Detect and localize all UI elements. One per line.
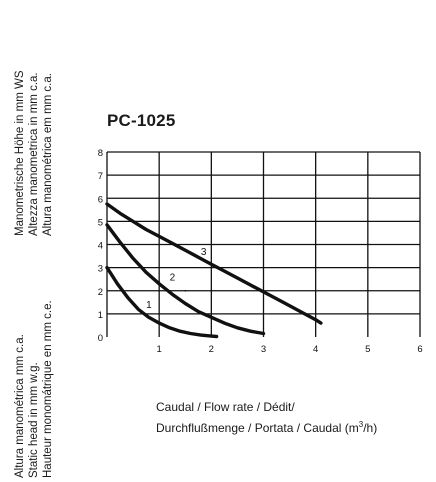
series-3-line: [105, 202, 323, 325]
x-axis-caption-line2-end: /h): [363, 421, 378, 435]
series-1-label: 1: [146, 300, 152, 311]
x-tick-label-6: 6: [417, 344, 422, 355]
x-axis-caption-line2: Durchflußmenge / Portata / Caudal (m3/h): [156, 416, 377, 437]
series-3-label: 3: [201, 247, 207, 258]
marker-dot-1: [184, 289, 187, 292]
y-tick-label-1: 1: [98, 310, 103, 321]
y-tick-label-8: 8: [98, 148, 103, 159]
x-tick-label-1: 1: [157, 344, 162, 355]
marker-dot-2: [210, 289, 213, 292]
chart-title: PC-1025: [107, 111, 176, 130]
x-tick-label-3: 3: [261, 344, 266, 355]
series-2-line: [105, 223, 266, 336]
y-tick-label-4: 4: [98, 241, 103, 252]
y-tick-label-3: 3: [98, 264, 103, 275]
y-tick-label-7: 7: [98, 171, 103, 182]
x-tick-label-4: 4: [313, 344, 318, 355]
x-axis-caption-line2-main: Durchflußmenge / Portata / Caudal (m: [156, 421, 359, 435]
x-tick-label-2: 2: [209, 344, 214, 355]
x-tick-label-5: 5: [365, 344, 370, 355]
y-tick-label-6: 6: [98, 194, 103, 205]
y-tick-label-2: 2: [98, 287, 103, 298]
y-tick-label-0: 0: [98, 333, 103, 344]
y-tick-label-5: 5: [98, 217, 103, 228]
x-axis-caption-unit-exponent: 3: [358, 420, 364, 429]
x-axis-caption-line1: Caudal / Flow rate / Dédit/: [156, 400, 295, 414]
series-2-label: 2: [170, 272, 176, 283]
x-axis-caption: Caudal / Flow rate / Dédit/ Durchflußmen…: [156, 398, 377, 437]
series-1-line: [105, 265, 219, 339]
